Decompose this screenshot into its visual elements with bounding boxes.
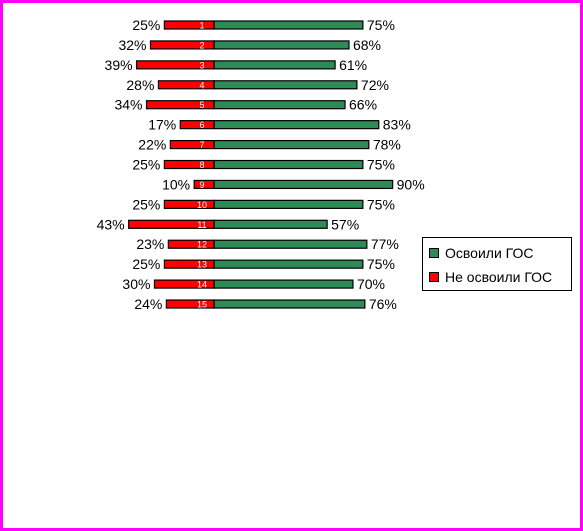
bar-mastered: [213, 40, 350, 50]
data-label-not-mastered: 17%: [148, 117, 176, 133]
data-label-not-mastered: 28%: [126, 77, 154, 93]
bar-mastered: [213, 179, 394, 190]
bar-mastered: [213, 259, 364, 269]
data-label-not-mastered: 32%: [118, 37, 146, 53]
data-label-mastered: 75%: [367, 196, 395, 212]
data-label-mastered: 66%: [349, 97, 377, 113]
bar-not-mastered: [165, 299, 215, 309]
bar-not-mastered: [163, 20, 215, 30]
category-label: 7: [199, 140, 204, 150]
bar-not-mastered: [163, 159, 215, 170]
category-label: 13: [197, 260, 207, 270]
category-label: 14: [197, 280, 207, 290]
data-label-mastered: 72%: [361, 77, 389, 93]
legend-item-not-mastered: Не освоили ГОС: [429, 268, 552, 286]
category-label: 10: [197, 200, 207, 210]
data-label-not-mastered: 43%: [97, 216, 125, 232]
data-label-mastered: 75%: [367, 17, 395, 33]
bar-mastered: [213, 219, 328, 229]
bar-not-mastered: [193, 179, 215, 190]
data-label-not-mastered: 25%: [132, 256, 160, 272]
legend-item-mastered: Освоили ГОС: [429, 244, 533, 262]
category-label: 2: [199, 40, 204, 50]
bar-mastered: [213, 20, 364, 30]
bar-mastered: [213, 120, 380, 130]
data-label-mastered: 68%: [353, 37, 381, 53]
category-label: 11: [197, 220, 206, 230]
category-label: 6: [199, 120, 204, 130]
bar-not-mastered: [135, 60, 215, 70]
bar-not-mastered: [163, 199, 215, 209]
bar-mastered: [213, 80, 358, 90]
data-label-not-mastered: 25%: [132, 17, 160, 33]
bar-mastered: [213, 139, 370, 150]
legend-swatch-mastered: [429, 248, 439, 259]
bar-not-mastered: [153, 279, 215, 289]
bar-not-mastered: [157, 80, 215, 90]
category-label: 1: [199, 21, 204, 31]
data-label-mastered: 76%: [369, 296, 397, 312]
data-label-mastered: 77%: [371, 236, 399, 252]
data-label-mastered: 75%: [367, 157, 395, 173]
legend-swatch-not-mastered: [429, 272, 439, 283]
category-label: 3: [199, 60, 204, 70]
bar-mastered: [213, 199, 364, 209]
data-label-not-mastered: 25%: [132, 196, 160, 212]
data-label-not-mastered: 34%: [114, 97, 142, 113]
data-label-mastered: 78%: [373, 137, 401, 153]
data-label-mastered: 90%: [397, 176, 425, 192]
bar-not-mastered: [169, 139, 215, 150]
legend-label-not-mastered: Не освоили ГОС: [445, 269, 553, 285]
bar-not-mastered: [145, 100, 215, 110]
bar-not-mastered: [167, 239, 215, 249]
data-label-not-mastered: 22%: [138, 137, 166, 153]
bar-mastered: [213, 100, 346, 110]
data-label-not-mastered: 39%: [105, 57, 133, 73]
bar-not-mastered: [128, 219, 215, 229]
bar-not-mastered: [149, 40, 215, 50]
data-label-not-mastered: 23%: [136, 236, 164, 252]
category-label: 8: [199, 160, 204, 170]
bar-mastered: [213, 299, 366, 309]
data-label-not-mastered: 30%: [122, 276, 150, 292]
data-label-mastered: 75%: [367, 256, 395, 272]
bar-not-mastered: [179, 120, 215, 130]
bar-mastered: [213, 159, 364, 170]
data-label-not-mastered: 10%: [162, 176, 190, 192]
bar-mastered: [213, 60, 336, 70]
category-label: 4: [199, 80, 204, 90]
data-label-mastered: 70%: [357, 276, 385, 292]
data-label-not-mastered: 24%: [134, 296, 162, 312]
bar-mastered: [213, 239, 368, 249]
data-label-not-mastered: 25%: [132, 157, 160, 173]
category-label: 9: [199, 180, 204, 190]
data-label-mastered: 83%: [383, 117, 411, 133]
legend-label-mastered: Освоили ГОС: [445, 245, 534, 261]
data-label-mastered: 61%: [339, 57, 367, 73]
category-label: 15: [197, 300, 207, 310]
category-label: 12: [197, 240, 207, 250]
bar-mastered: [213, 279, 354, 289]
data-label-mastered: 57%: [331, 216, 359, 232]
bar-not-mastered: [163, 259, 215, 269]
category-label: 5: [199, 100, 204, 110]
legend: Освоили ГОС Не освоили ГОС: [422, 237, 572, 291]
